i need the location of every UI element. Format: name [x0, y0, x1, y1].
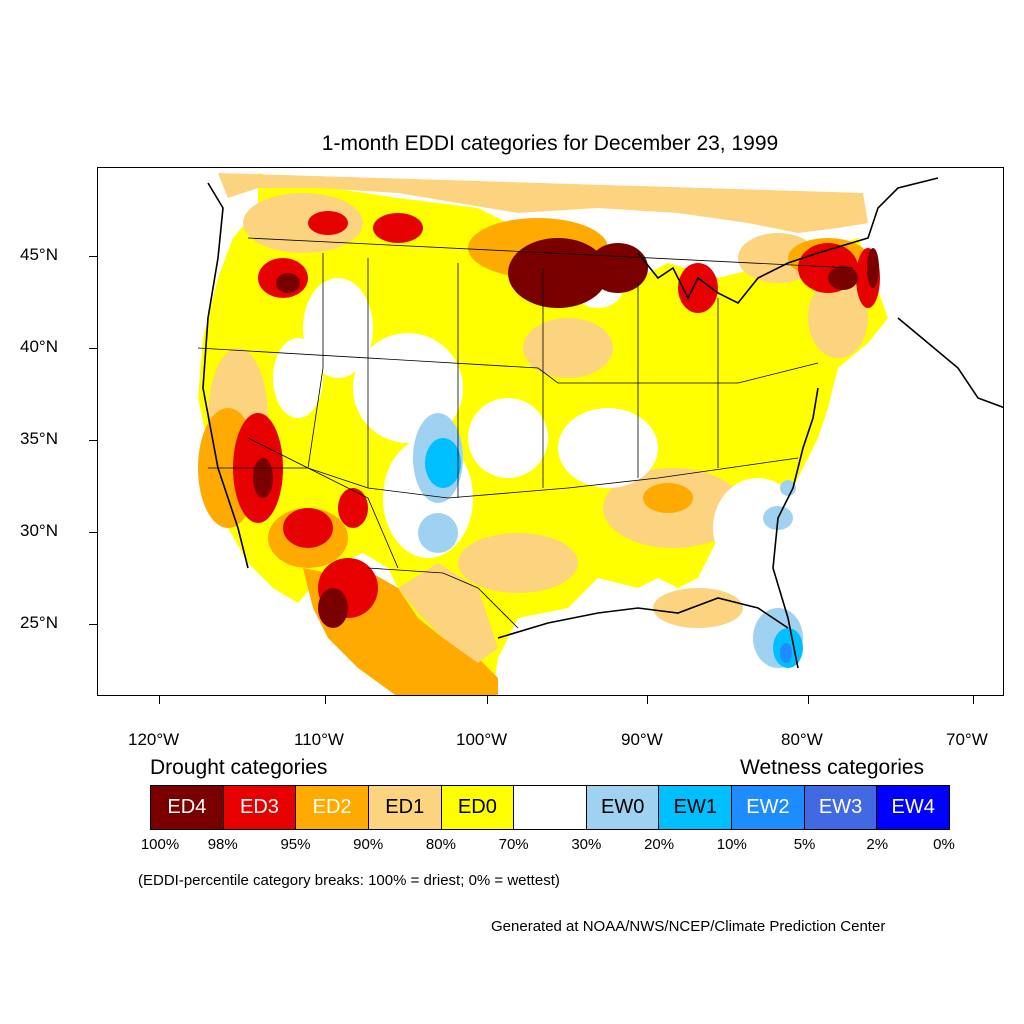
lon-label-120w: 120°W — [128, 730, 180, 749]
lat-label-35: 35°N — [20, 429, 58, 448]
legend-box-ed2: ED2 — [296, 786, 369, 829]
legend-box-ew0: EW0 — [586, 786, 660, 829]
legend-box-ed0: ED0 — [441, 786, 515, 829]
lon-tick — [487, 696, 488, 704]
lon-label-80w: 80°W — [781, 730, 823, 749]
credit-line: Generated at NOAA/NWS/NCEP/Climate Predi… — [491, 918, 886, 935]
lon-tick — [159, 696, 160, 704]
percentile-label: 98% — [207, 836, 238, 853]
lon-tick — [973, 696, 974, 704]
ew2-patches — [780, 643, 792, 663]
map-panel — [97, 167, 1004, 696]
drought-heading: Drought categories — [150, 756, 328, 779]
percentile-label: 100% — [140, 836, 180, 853]
percentile-label: 30% — [571, 836, 602, 853]
wetness-heading: Wetness categories — [740, 756, 925, 779]
mexico-lightorange — [398, 563, 498, 663]
lat-tick — [89, 256, 97, 257]
coastlines — [202, 177, 1003, 669]
percentile-label: 20% — [644, 836, 675, 853]
legend-box-ed3: ED3 — [223, 786, 297, 829]
lat-label-30: 30°N — [20, 521, 58, 540]
lat-tick — [89, 440, 97, 441]
boundary-lines — [197, 237, 854, 629]
legend-box-ew1: EW1 — [659, 786, 733, 829]
lat-tick — [89, 624, 97, 625]
percentile-label: 80% — [425, 836, 456, 853]
percentile-label: 70% — [498, 836, 529, 853]
category-legend: ED4 ED3 ED2 ED1 ED0 EW0 EW1 EW2 EW3 EW4 — [150, 785, 950, 830]
category-note: (EDDI-percentile category breaks: 100% =… — [138, 872, 560, 889]
percentile-label: 95% — [280, 836, 311, 853]
percentile-label: 5% — [793, 836, 816, 853]
legend-box-ew2: EW2 — [732, 786, 805, 829]
percentile-label: 2% — [866, 836, 889, 853]
lon-tick — [808, 696, 809, 704]
map-title: 1-month EDDI categories for December 23,… — [321, 132, 779, 155]
lon-label-90w: 90°W — [621, 730, 663, 749]
legend-box-ed1: ED1 — [368, 786, 442, 829]
lat-tick — [89, 348, 97, 349]
percentile-label: 10% — [716, 836, 747, 853]
lon-label-100w: 100°W — [456, 730, 508, 749]
percentile-label: 0% — [933, 836, 955, 853]
lon-tick — [325, 696, 326, 704]
legend-box-ew4: EW4 — [877, 786, 950, 829]
legend-box-normal — [514, 786, 587, 829]
lat-label-40: 40°N — [20, 337, 58, 356]
lat-tick — [89, 532, 97, 533]
lat-label-25: 25°N — [20, 613, 58, 632]
lon-tick — [647, 696, 648, 704]
percentile-label: 90% — [353, 836, 384, 853]
lon-label-110w: 110°W — [294, 730, 344, 749]
lon-label-70w: 70°W — [946, 730, 988, 749]
legend-box-ed4: ED4 — [151, 786, 224, 829]
conus-eddi-map — [197, 173, 1003, 695]
legend-box-ew3: EW3 — [804, 786, 878, 829]
canada-strip — [218, 173, 868, 233]
lat-label-45: 45°N — [20, 245, 58, 264]
